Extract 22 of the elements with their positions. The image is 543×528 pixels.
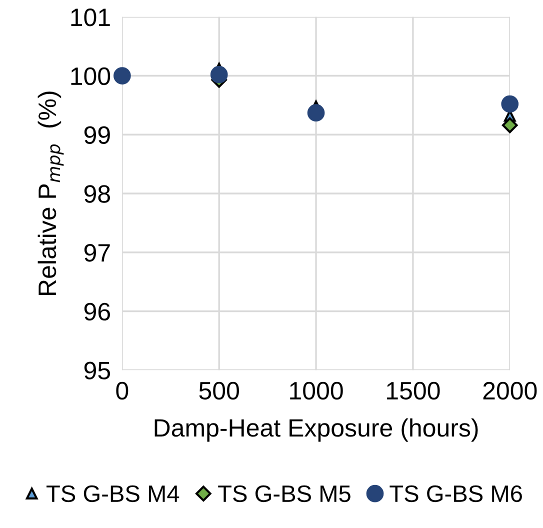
legend-label: TS G-BS M4	[46, 485, 180, 502]
point	[501, 95, 519, 113]
y-tick-label: 95	[84, 362, 110, 380]
point	[502, 117, 518, 134]
point	[210, 66, 228, 84]
y-tick-label: 99	[84, 126, 110, 144]
x-tick-label: 1500	[387, 382, 440, 400]
y-tick-label: 100	[71, 67, 110, 86]
point	[307, 104, 325, 122]
x-tick-label: 500	[199, 382, 239, 400]
y-axis-title: Relative P$_{mpp}$ (%)	[38, 92, 64, 295]
x-tick-label: 1000	[290, 382, 343, 400]
point	[113, 67, 131, 84]
y-tick-label: 97	[84, 244, 110, 262]
y-tick-label: 98	[84, 185, 110, 203]
x-axis-title: Damp-Heat Exposure (hours)	[154, 418, 478, 442]
y-tick-label: 101	[71, 8, 110, 26]
legend-label: TS G-BS M6	[390, 485, 522, 502]
y-tick-label: 96	[84, 302, 110, 321]
x-tick-label: 0	[116, 382, 128, 400]
x-tick-label: 2000	[483, 382, 537, 400]
legend-label: TS G-BS M5	[218, 485, 350, 502]
